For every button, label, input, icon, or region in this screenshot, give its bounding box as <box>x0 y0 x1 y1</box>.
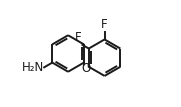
Text: F: F <box>75 31 82 44</box>
Text: F: F <box>101 18 108 31</box>
Text: H₂N: H₂N <box>21 61 44 74</box>
Text: O: O <box>82 62 91 75</box>
